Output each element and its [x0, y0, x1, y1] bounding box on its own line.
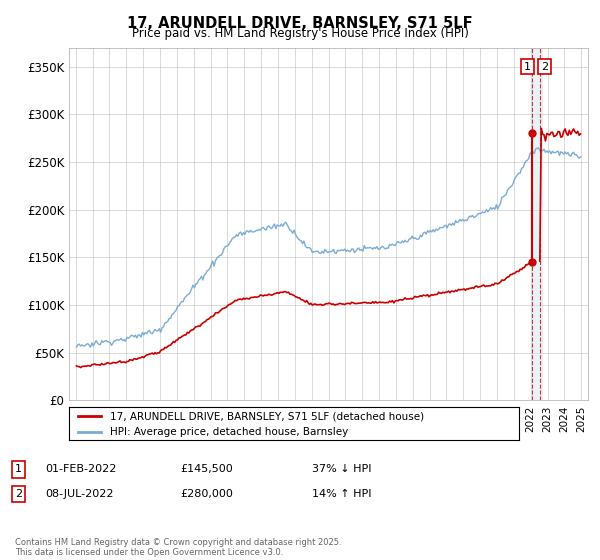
Text: 2: 2 [15, 489, 22, 499]
Bar [531, 48, 542, 400]
Text: 17, ARUNDELL DRIVE, BARNSLEY, S71 5LF: 17, ARUNDELL DRIVE, BARNSLEY, S71 5LF [127, 16, 473, 31]
Text: £145,500: £145,500 [180, 464, 233, 474]
Text: 17, ARUNDELL DRIVE, BARNSLEY, S71 5LF (detached house): 17, ARUNDELL DRIVE, BARNSLEY, S71 5LF (d… [110, 411, 424, 421]
Text: Contains HM Land Registry data © Crown copyright and database right 2025.
This d: Contains HM Land Registry data © Crown c… [15, 538, 341, 557]
Text: 37% ↓ HPI: 37% ↓ HPI [312, 464, 371, 474]
Text: 2: 2 [541, 62, 548, 72]
Text: £280,000: £280,000 [180, 489, 233, 499]
Text: 1: 1 [524, 62, 531, 72]
Text: 1: 1 [15, 464, 22, 474]
Text: 08-JUL-2022: 08-JUL-2022 [45, 489, 113, 499]
Text: 14% ↑ HPI: 14% ↑ HPI [312, 489, 371, 499]
Text: Price paid vs. HM Land Registry's House Price Index (HPI): Price paid vs. HM Land Registry's House … [131, 27, 469, 40]
Text: HPI: Average price, detached house, Barnsley: HPI: Average price, detached house, Barn… [110, 427, 348, 437]
Text: 01-FEB-2022: 01-FEB-2022 [45, 464, 116, 474]
